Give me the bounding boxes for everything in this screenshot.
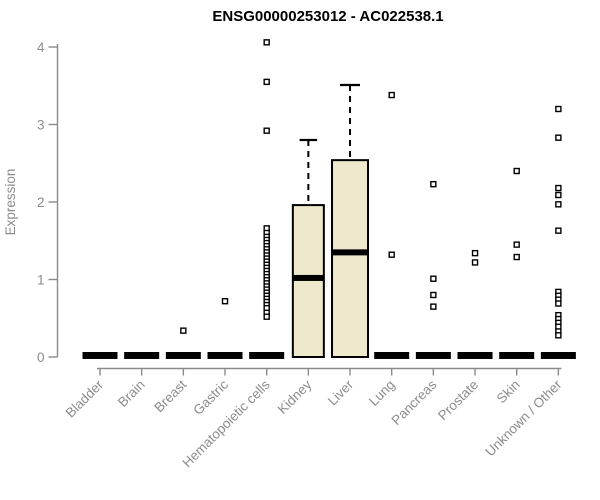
zero-median-bar <box>374 352 410 359</box>
outlier-point <box>263 39 270 46</box>
zero-median-bar <box>415 352 451 359</box>
x-tick-label: Lung <box>366 377 398 409</box>
x-tick-label: Breast <box>151 377 189 415</box>
outlier-point <box>430 180 437 188</box>
y-tick-label: 4 <box>37 40 45 55</box>
x-tick-label: Gastric <box>190 377 231 418</box>
x-tick-label: Kidney <box>275 377 315 417</box>
outlier-point <box>555 227 562 234</box>
outlier-point <box>388 251 395 258</box>
outlier-point <box>180 327 187 334</box>
outlier-point <box>263 313 270 320</box>
outlier-point <box>555 300 562 307</box>
x-tick-label: Bladder <box>63 377 107 421</box>
box <box>291 204 325 358</box>
outlier-point <box>388 91 395 99</box>
outlier-point <box>263 127 270 134</box>
zero-median-bar <box>540 352 576 359</box>
box <box>331 159 370 358</box>
outlier-point <box>555 105 562 113</box>
zero-median-bar <box>207 352 243 359</box>
outlier-point <box>430 275 437 282</box>
zero-median-bar <box>499 352 535 359</box>
zero-median-bar <box>82 352 118 359</box>
outlier-point <box>471 249 479 257</box>
y-axis-label: Expression <box>3 169 18 236</box>
x-tick-label: Skin <box>494 377 523 406</box>
x-tick-label: Pancreas <box>389 377 440 428</box>
outlier-point <box>555 191 562 199</box>
median-line <box>292 274 324 281</box>
outlier-point <box>513 253 520 261</box>
outlier-point <box>513 167 520 175</box>
x-tick-label: Brain <box>115 377 148 410</box>
y-tick-label: 3 <box>37 118 45 133</box>
zero-median-bar <box>165 352 201 359</box>
x-tick-label: Liver <box>325 377 357 409</box>
outlier-point <box>555 332 562 339</box>
y-tick-label: 1 <box>37 273 45 288</box>
zero-median-bar <box>124 352 160 359</box>
outlier-point <box>555 184 562 192</box>
y-tick-label: 2 <box>37 195 45 210</box>
zero-median-bar <box>457 352 493 359</box>
chart-title: ENSG00000253012 - AC022538.1 <box>212 8 443 25</box>
outlier-point <box>513 241 520 248</box>
x-tick-label: Prostate <box>435 377 481 423</box>
outlier-point <box>471 259 479 266</box>
outlier-point <box>430 303 437 310</box>
y-tick-label: 0 <box>37 350 45 365</box>
outlier-point <box>263 78 270 86</box>
x-tick-label: Unknown / Other <box>482 377 565 460</box>
outlier-point <box>221 298 229 305</box>
median-line <box>332 249 369 256</box>
outlier-point <box>430 291 437 299</box>
outlier-point <box>555 201 562 208</box>
outlier-point <box>555 134 562 141</box>
zero-median-bar <box>249 352 285 359</box>
